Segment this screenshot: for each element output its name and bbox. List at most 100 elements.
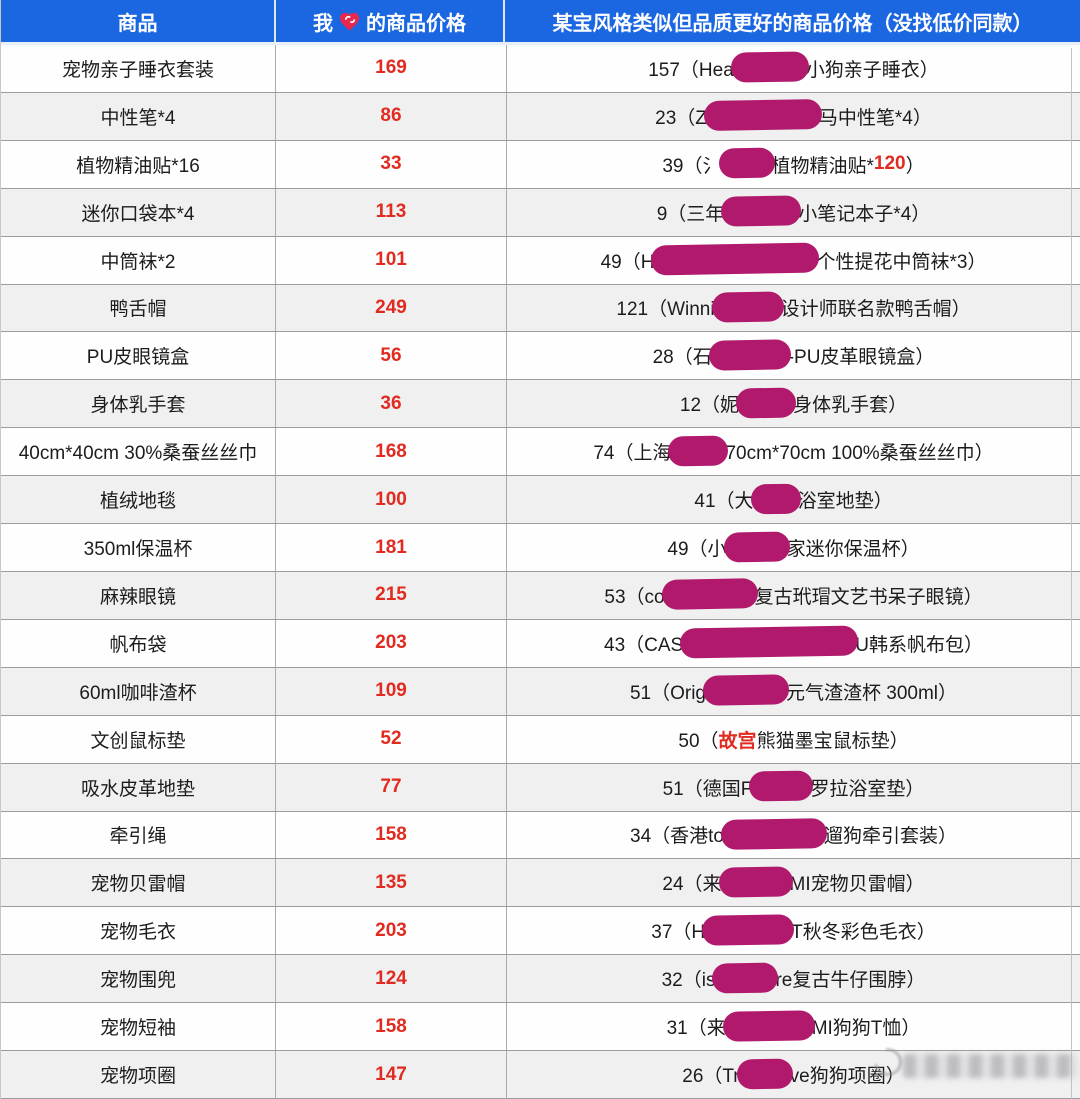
table-row: 60ml咖啡渣杯 109 51（Orig 元气渣渣杯 300ml）: [1, 667, 1080, 716]
compare-text: re复古牛仔围脖）: [775, 970, 926, 992]
compare-price: 9（三年 小笔记本子*4）: [507, 189, 1080, 236]
product-name: 宠物短袖: [1, 1003, 276, 1051]
table-row: 宠物毛衣 203 37（H T秋冬彩色毛衣）: [1, 907, 1080, 956]
product-name: 麻辣眼镜: [1, 572, 276, 619]
compare-text: 50（: [678, 730, 719, 752]
compare-price: 12（妮 身体乳手套）: [507, 380, 1080, 427]
compare-text: 家迷你保温杯）: [786, 539, 920, 561]
compare-text: MI狗狗T恤）: [811, 1018, 921, 1040]
table-row: 迷你口袋本*4 113 9（三年 小笔记本子*4）: [1, 188, 1080, 237]
redaction-blob: [718, 866, 793, 898]
redaction-blob: [701, 914, 795, 946]
my-price: 86: [276, 92, 507, 140]
compare-text: T秋冬彩色毛衣）: [791, 922, 936, 944]
compare-price: 51（Orig 元气渣渣杯 300ml）: [507, 668, 1080, 715]
product-name: 宠物贝雷帽: [1, 859, 276, 907]
redaction-blob: [749, 770, 814, 802]
my-price: 158: [276, 811, 507, 859]
compare-text: 37（H: [651, 922, 706, 944]
my-price: 147: [276, 1051, 507, 1098]
redaction-blob: [702, 674, 790, 707]
compare-text: 53（co: [604, 586, 665, 608]
redaction-blob: [668, 435, 729, 467]
redaction-blob: [711, 291, 784, 323]
compare-text: 元气渣渣杯 300ml）: [786, 682, 958, 704]
product-name: 植绒地毯: [1, 476, 276, 524]
my-price: 203: [276, 619, 507, 667]
table-row: 宠物围兜 124 32（is re复古牛仔围脖）: [1, 955, 1080, 1004]
my-price: 203: [276, 907, 507, 955]
table-row: 植绒地毯 100 41（大 浴室地垫）: [1, 476, 1080, 525]
product-name: 中筒袜*2: [1, 236, 276, 284]
compare-price: 157（Hea 小狗亲子睡衣）: [507, 45, 1080, 92]
compare-price: 53（co 复古玳瑁文艺书呆子眼镜）: [507, 572, 1080, 619]
table-row: 350ml保温杯 181 49（小 家迷你保温杯）: [1, 524, 1080, 572]
product-name: 40cm*40cm 30%桑蚕丝丝巾: [1, 428, 276, 476]
product-name: 中性笔*4: [1, 92, 276, 140]
table-row: 鸭舌帽 249 121（Winni 设计师联名款鸭舌帽）: [1, 284, 1080, 333]
product-name: 宠物项圈: [1, 1051, 276, 1098]
compare-text: 74（上海: [593, 443, 672, 465]
my-price: 33: [276, 140, 507, 188]
table-row: 中筒袜*2 101 49（H 个性提花中筒袜*3）: [1, 236, 1080, 285]
compare-text: 浴室地垫）: [797, 491, 893, 513]
table-row: 植物精油贴*16 33 39（氵 植物精油贴* 120）: [1, 140, 1080, 189]
table-row: 吸水皮革地垫 77 51（德国F 罗拉浴室垫）: [1, 763, 1080, 812]
compare-price: 23（Z 马中性笔*4）: [507, 93, 1080, 140]
product-name: 帆布袋: [1, 619, 276, 667]
compare-price: 43（CAS U韩系帆布包）: [507, 620, 1080, 667]
compare-text: 身体乳手套）: [793, 395, 908, 417]
table-row: 麻辣眼镜 215 53（co 复古玳瑁文艺书呆子眼镜）: [1, 572, 1080, 620]
redaction-blob: [708, 339, 791, 371]
redaction-blob: [718, 147, 775, 179]
product-name: 吸水皮革地垫: [1, 763, 276, 811]
compare-text: 51（德国F: [662, 778, 753, 800]
table-row: 身体乳手套 36 12（妮 身体乳手套）: [1, 380, 1080, 429]
table-row: 帆布袋 203 43（CAS U韩系帆布包）: [1, 619, 1080, 668]
redaction-blob: [723, 530, 790, 563]
product-name: 牵引绳: [1, 811, 276, 859]
compare-price: 31（来 MI狗狗T恤）: [507, 1003, 1080, 1050]
compare-price: 49（H 个性提花中筒袜*3）: [507, 237, 1080, 284]
compare-text: 植物精油贴*: [771, 155, 874, 177]
compare-text: U韩系帆布包）: [855, 634, 983, 656]
compare-text: 设计师联名款鸭舌帽）: [780, 299, 971, 321]
compare-price: 32（is re复古牛仔围脖）: [507, 955, 1080, 1002]
product-name: 鸭舌帽: [1, 284, 276, 332]
my-price: 100: [276, 476, 507, 524]
compare-price: 37（H T秋冬彩色毛衣）: [507, 907, 1080, 954]
compare-price: 51（德国F 罗拉浴室垫）: [507, 764, 1080, 811]
my-price: 101: [276, 236, 507, 284]
heart-icon: [338, 10, 361, 33]
compare-text: ）: [905, 155, 925, 177]
my-price: 113: [276, 188, 507, 236]
my-price: 109: [276, 667, 507, 715]
my-price: 36: [276, 380, 507, 428]
product-name: 60ml咖啡渣杯: [1, 667, 276, 715]
redaction-blob: [736, 1058, 793, 1090]
product-name: PU皮眼镜盒: [1, 332, 276, 380]
header-my-price: 我 的商品价格: [276, 0, 505, 42]
compare-text: MI宠物贝雷帽）: [789, 874, 925, 896]
redaction-blob: [703, 99, 823, 132]
my-price: 135: [276, 859, 507, 907]
compare-text: 49（小: [667, 539, 727, 561]
table-row: 宠物贝雷帽 135 24（来 MI宠物贝雷帽）: [1, 859, 1080, 908]
compare-price: 41（大 浴室地垫）: [507, 476, 1080, 523]
my-price: 168: [276, 428, 507, 476]
product-name: 350ml保温杯: [1, 524, 276, 571]
redaction-blob: [722, 1009, 815, 1042]
my-price: 249: [276, 284, 507, 332]
redaction-blob: [651, 242, 820, 276]
table-right-border: [1071, 48, 1072, 1099]
my-price: 158: [276, 1003, 507, 1051]
compare-text: 70cm*70cm 100%桑蚕丝丝巾）: [725, 443, 994, 465]
table-row: 40cm*40cm 30%桑蚕丝丝巾 168 74（上海 70cm*70cm 10…: [1, 428, 1080, 477]
my-price: 181: [276, 524, 507, 571]
compare-price: 34（香港to 遛狗牵引套装）: [507, 812, 1080, 859]
my-price: 215: [276, 572, 507, 619]
header-my-price-prefix: 我: [313, 12, 333, 35]
table-row: PU皮眼镜盒 56 28（石 -PU皮革眼镜盒）: [1, 332, 1080, 381]
compare-price: 50（ 故宫 熊猫墨宝鼠标垫）: [507, 716, 1080, 763]
